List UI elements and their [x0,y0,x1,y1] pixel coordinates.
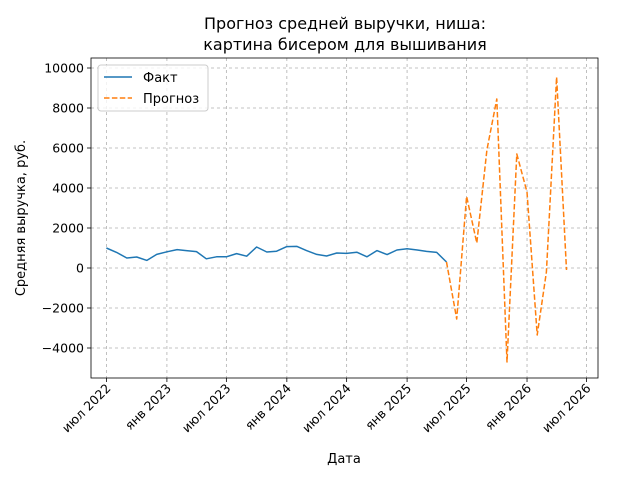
legend: Факт Прогноз [97,64,209,112]
y-tick-label: −2000 [42,301,84,316]
series-line-forecast [445,76,568,363]
y-tick-label: 6000 [52,141,84,156]
x-axis-label: Дата [327,452,361,467]
y-tick-label: 0 [76,261,84,276]
chart-title-line-2: картина бисером для вышивания [203,35,487,54]
y-tick-label: −4000 [42,341,84,356]
y-tick-label: 8000 [52,101,84,116]
y-axis-label: Средняя выручка, руб. [14,140,29,296]
chart-title-line-1: Прогноз средней выручки, ниша: [204,14,486,33]
y-tick-label: 4000 [52,181,84,196]
y-tick-label: 2000 [52,221,84,236]
legend-label-forecast: Прогноз [143,92,199,107]
y-axis: −4000 −2000 0 2000 4000 6000 8000 10000 [42,61,91,356]
series-layer [106,76,568,363]
legend-label-fact: Факт [143,71,178,86]
plot-frame [90,57,599,379]
y-tick-label: 10000 [44,61,84,76]
series-line-fact [106,245,448,263]
